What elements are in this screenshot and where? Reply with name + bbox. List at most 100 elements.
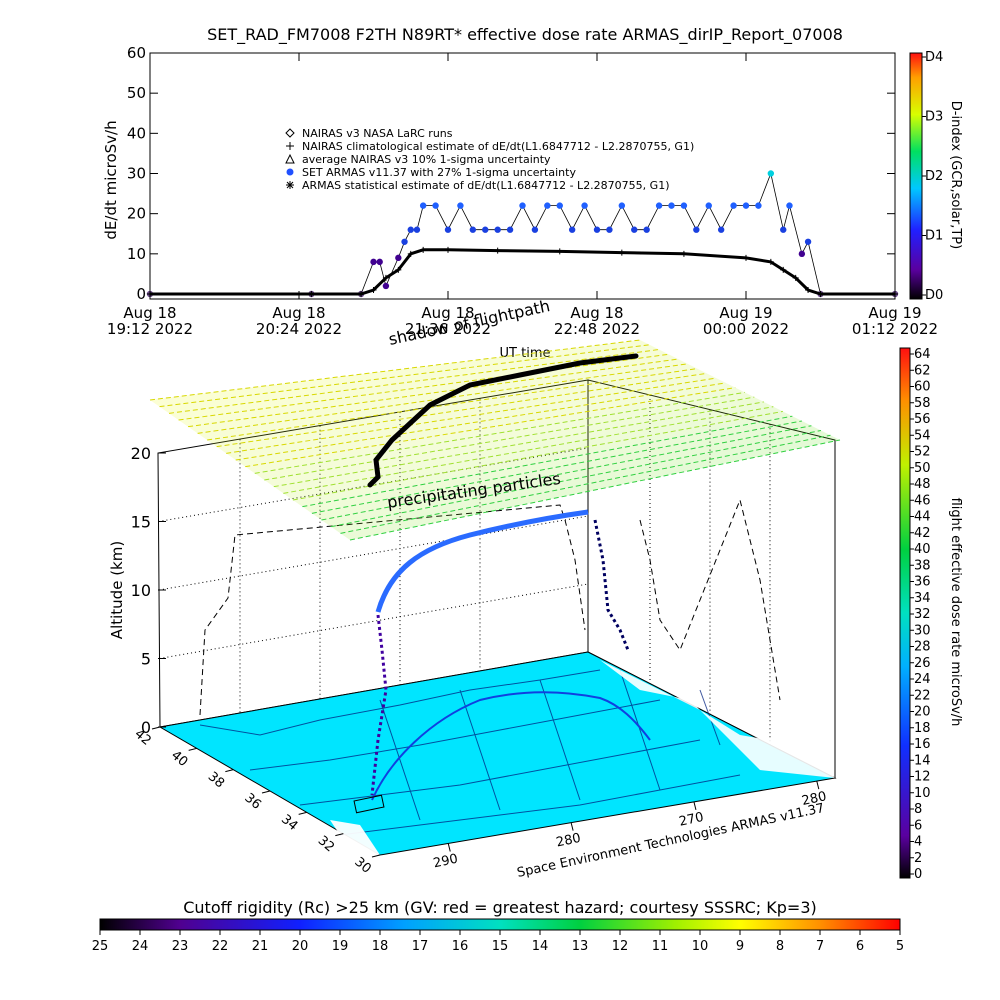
armas-point: [395, 254, 402, 262]
armas-point: [482, 226, 489, 233]
d-index-tick-label: D0: [925, 288, 943, 303]
top-x-tick-time: 22:48 2022: [554, 320, 640, 338]
dose-colorbar-tick-label: 10: [914, 786, 931, 801]
armas-point: [382, 282, 390, 290]
plane-grid-line: [302, 415, 793, 508]
rigidity-colorbar: [99, 918, 901, 931]
d-index-tick-label: D3: [925, 110, 943, 125]
rigidity-tick-label: 6: [856, 939, 864, 954]
d-index-colorbar: [909, 52, 923, 300]
precipitating-particles-plane: [150, 340, 840, 540]
nairas-point: [445, 246, 451, 253]
nairas-point: [382, 274, 389, 281]
nairas-point: [395, 266, 402, 273]
armas-point: [413, 226, 421, 233]
top-x-tick-date: Aug 18: [570, 304, 623, 322]
rigidity-tick-label: 20: [292, 939, 309, 954]
plane-grid-line: [264, 396, 755, 481]
armas-point: [798, 250, 806, 258]
legend-label: average NAIRAS v3 10% 1-sigma uncertaint…: [302, 153, 551, 166]
plane-grid-lines: [149, 339, 841, 541]
rigidity-label: Cutoff rigidity (Rc) >25 km (GV: red = g…: [183, 898, 817, 917]
altitude-axis: 0 5 10 15 20: [131, 444, 166, 737]
top-y-tick-label: 40: [127, 124, 146, 142]
plane-grid-line: [188, 358, 679, 428]
wall-grid-line: [159, 583, 589, 659]
armas-point: [519, 202, 526, 209]
nairas-point: [420, 246, 427, 253]
top-x-tick-date: Aug 19: [868, 304, 921, 322]
altitude-tick-label: 15: [131, 513, 151, 532]
armas-point: [593, 226, 601, 233]
armas-point: [544, 202, 551, 209]
plane-grid-line: [245, 387, 736, 468]
nairas-point: [358, 291, 365, 297]
plane-grid-line: [207, 368, 698, 441]
armas-point: [631, 226, 638, 233]
shadow-flightpath: [367, 353, 639, 488]
top-y-label: dE/dt microSv/h: [102, 120, 120, 239]
armas-point: [755, 202, 762, 209]
dose-colorbar-tick-label: 64: [914, 347, 931, 362]
top-series-group: [146, 170, 899, 298]
longitude-tick: [816, 780, 820, 790]
longitude-tick-label: 290: [432, 852, 459, 872]
nairas-point: [892, 291, 898, 297]
armas-point: [556, 202, 563, 209]
armas-point: [407, 226, 414, 233]
altitude-tick-label: 0: [141, 718, 151, 737]
latitude-tick-label: 38: [205, 769, 227, 791]
dose-colorbar-tick-label: 34: [914, 591, 931, 606]
dose-colorbar-tick-label: 52: [914, 445, 931, 460]
latitude-tick: [261, 790, 271, 794]
flight-ground-track: [371, 691, 651, 801]
top-x-tick-date: Aug 18: [272, 304, 325, 322]
dose-colorbar-tick-label: 44: [914, 510, 931, 525]
rigidity-ticks: 25 24 23 22 21 20 19 18 17 16 15 14 13 12 11 10 9 8 7 6 5: [92, 930, 904, 954]
rigidity-tick-label: 11: [652, 939, 669, 954]
longitude-tick-label: 280: [801, 789, 828, 809]
nairas-point: [147, 291, 153, 297]
d-index-ticks: D0 D1 D2 D3 D4: [922, 50, 943, 303]
armas-point: [370, 258, 377, 266]
nairas-point: [767, 258, 774, 265]
rigidity-tick-label: 21: [252, 939, 269, 954]
dose-colorbar-tick-label: 48: [914, 477, 931, 492]
latitude-tick-label: 40: [168, 748, 190, 770]
armas-point: [568, 226, 576, 233]
nairas-point: [817, 291, 824, 297]
longitude-axis: 290 280 270 280: [432, 780, 828, 872]
armas-point: [432, 202, 439, 209]
origin-marker: [353, 794, 385, 814]
nairas-line: [150, 248, 895, 296]
armas-point: [693, 226, 700, 233]
nairas-point: [308, 291, 315, 297]
dose-colorbar-tick-label: 32: [914, 607, 931, 622]
altitude-tick-label: 5: [141, 650, 151, 669]
armas-point: [786, 202, 793, 209]
rigidity-tick-label: 24: [132, 939, 149, 954]
rigidity-tick-label: 17: [412, 939, 429, 954]
nairas-point: [743, 254, 749, 261]
armas-point: [376, 258, 383, 266]
legend-label: SET ARMAS v11.37 with 27% 1-sigma uncert…: [302, 166, 576, 179]
dose-colorbar-tick-label: 14: [914, 753, 931, 768]
altitude-tick-label: 10: [131, 581, 151, 600]
d-index-tick-label: D2: [925, 169, 943, 184]
dose-colorbar-tick-label: 4: [914, 835, 922, 850]
legend-label: ARMAS statistical estimate of dE/dt(L1.6…: [302, 179, 669, 192]
dose-colorbar-tick-label: 54: [914, 428, 931, 443]
top-y-tick-label: 30: [127, 165, 146, 183]
plane-grid-line: [197, 363, 688, 434]
flight-path-cruise: [375, 509, 589, 613]
armas-point: [767, 170, 775, 177]
dose-colorbar-tick-label: 40: [914, 542, 931, 557]
rigidity-tick-label: 25: [92, 939, 109, 954]
plane-grid-line: [273, 401, 764, 488]
plane-grid-line: [340, 434, 831, 534]
dose-colorbar-tick-label: 6: [914, 818, 922, 833]
plane-grid-line: [159, 344, 650, 408]
